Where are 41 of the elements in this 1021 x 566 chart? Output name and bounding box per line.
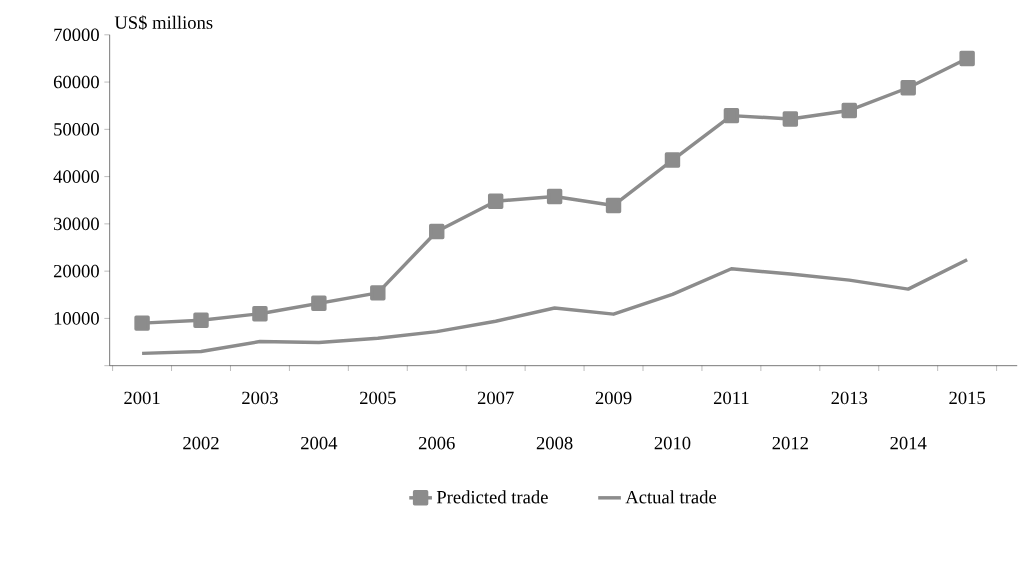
point <box>134 315 150 331</box>
point <box>429 223 445 240</box>
x-tick-label: 2007 <box>477 391 514 405</box>
x-tick-label: 2012 <box>772 436 808 450</box>
x-tick-label: 2013 <box>831 391 868 405</box>
x-tick-label: 2008 <box>536 436 573 450</box>
y-tick-label: 70000 <box>54 28 99 42</box>
point <box>782 111 799 127</box>
x-tick-label: 2010 <box>654 436 691 450</box>
x-tick-label: 2004 <box>301 436 338 450</box>
x-tick-label: 2011 <box>713 391 749 405</box>
x-tick-label: 2014 <box>890 436 927 450</box>
x-tick-label: 2003 <box>242 391 278 405</box>
point <box>487 193 504 209</box>
y-tick-label: 30000 <box>54 217 99 231</box>
y-tick-label: 40000 <box>53 170 99 183</box>
point <box>900 79 916 96</box>
y-tick-label: 20000 <box>53 264 99 278</box>
x-tick-label: 2009 <box>595 391 632 405</box>
point <box>959 50 975 67</box>
point <box>841 102 857 119</box>
x-tick-label: 2001 <box>124 391 160 405</box>
point <box>311 295 327 311</box>
legend-label: Actual trade <box>625 490 717 504</box>
legend-label: Predicted trade <box>436 490 548 504</box>
point <box>664 152 681 168</box>
point <box>605 197 622 214</box>
line-series <box>140 258 969 356</box>
point <box>193 312 209 328</box>
y-tick-label: 10000 <box>54 312 99 325</box>
x-tick-label: 2015 <box>949 391 986 405</box>
point <box>546 188 563 205</box>
point <box>723 107 740 124</box>
point <box>370 285 386 301</box>
y-axis-title: US$ millions <box>114 15 213 31</box>
x-tick-label: 2002 <box>183 436 219 450</box>
x-tick-label: 2006 <box>418 436 455 450</box>
y-tick-label: 50000 <box>54 123 99 136</box>
x-tick-label: 2005 <box>360 391 396 405</box>
y-tick-label: 60000 <box>53 75 99 89</box>
point <box>252 305 268 322</box>
